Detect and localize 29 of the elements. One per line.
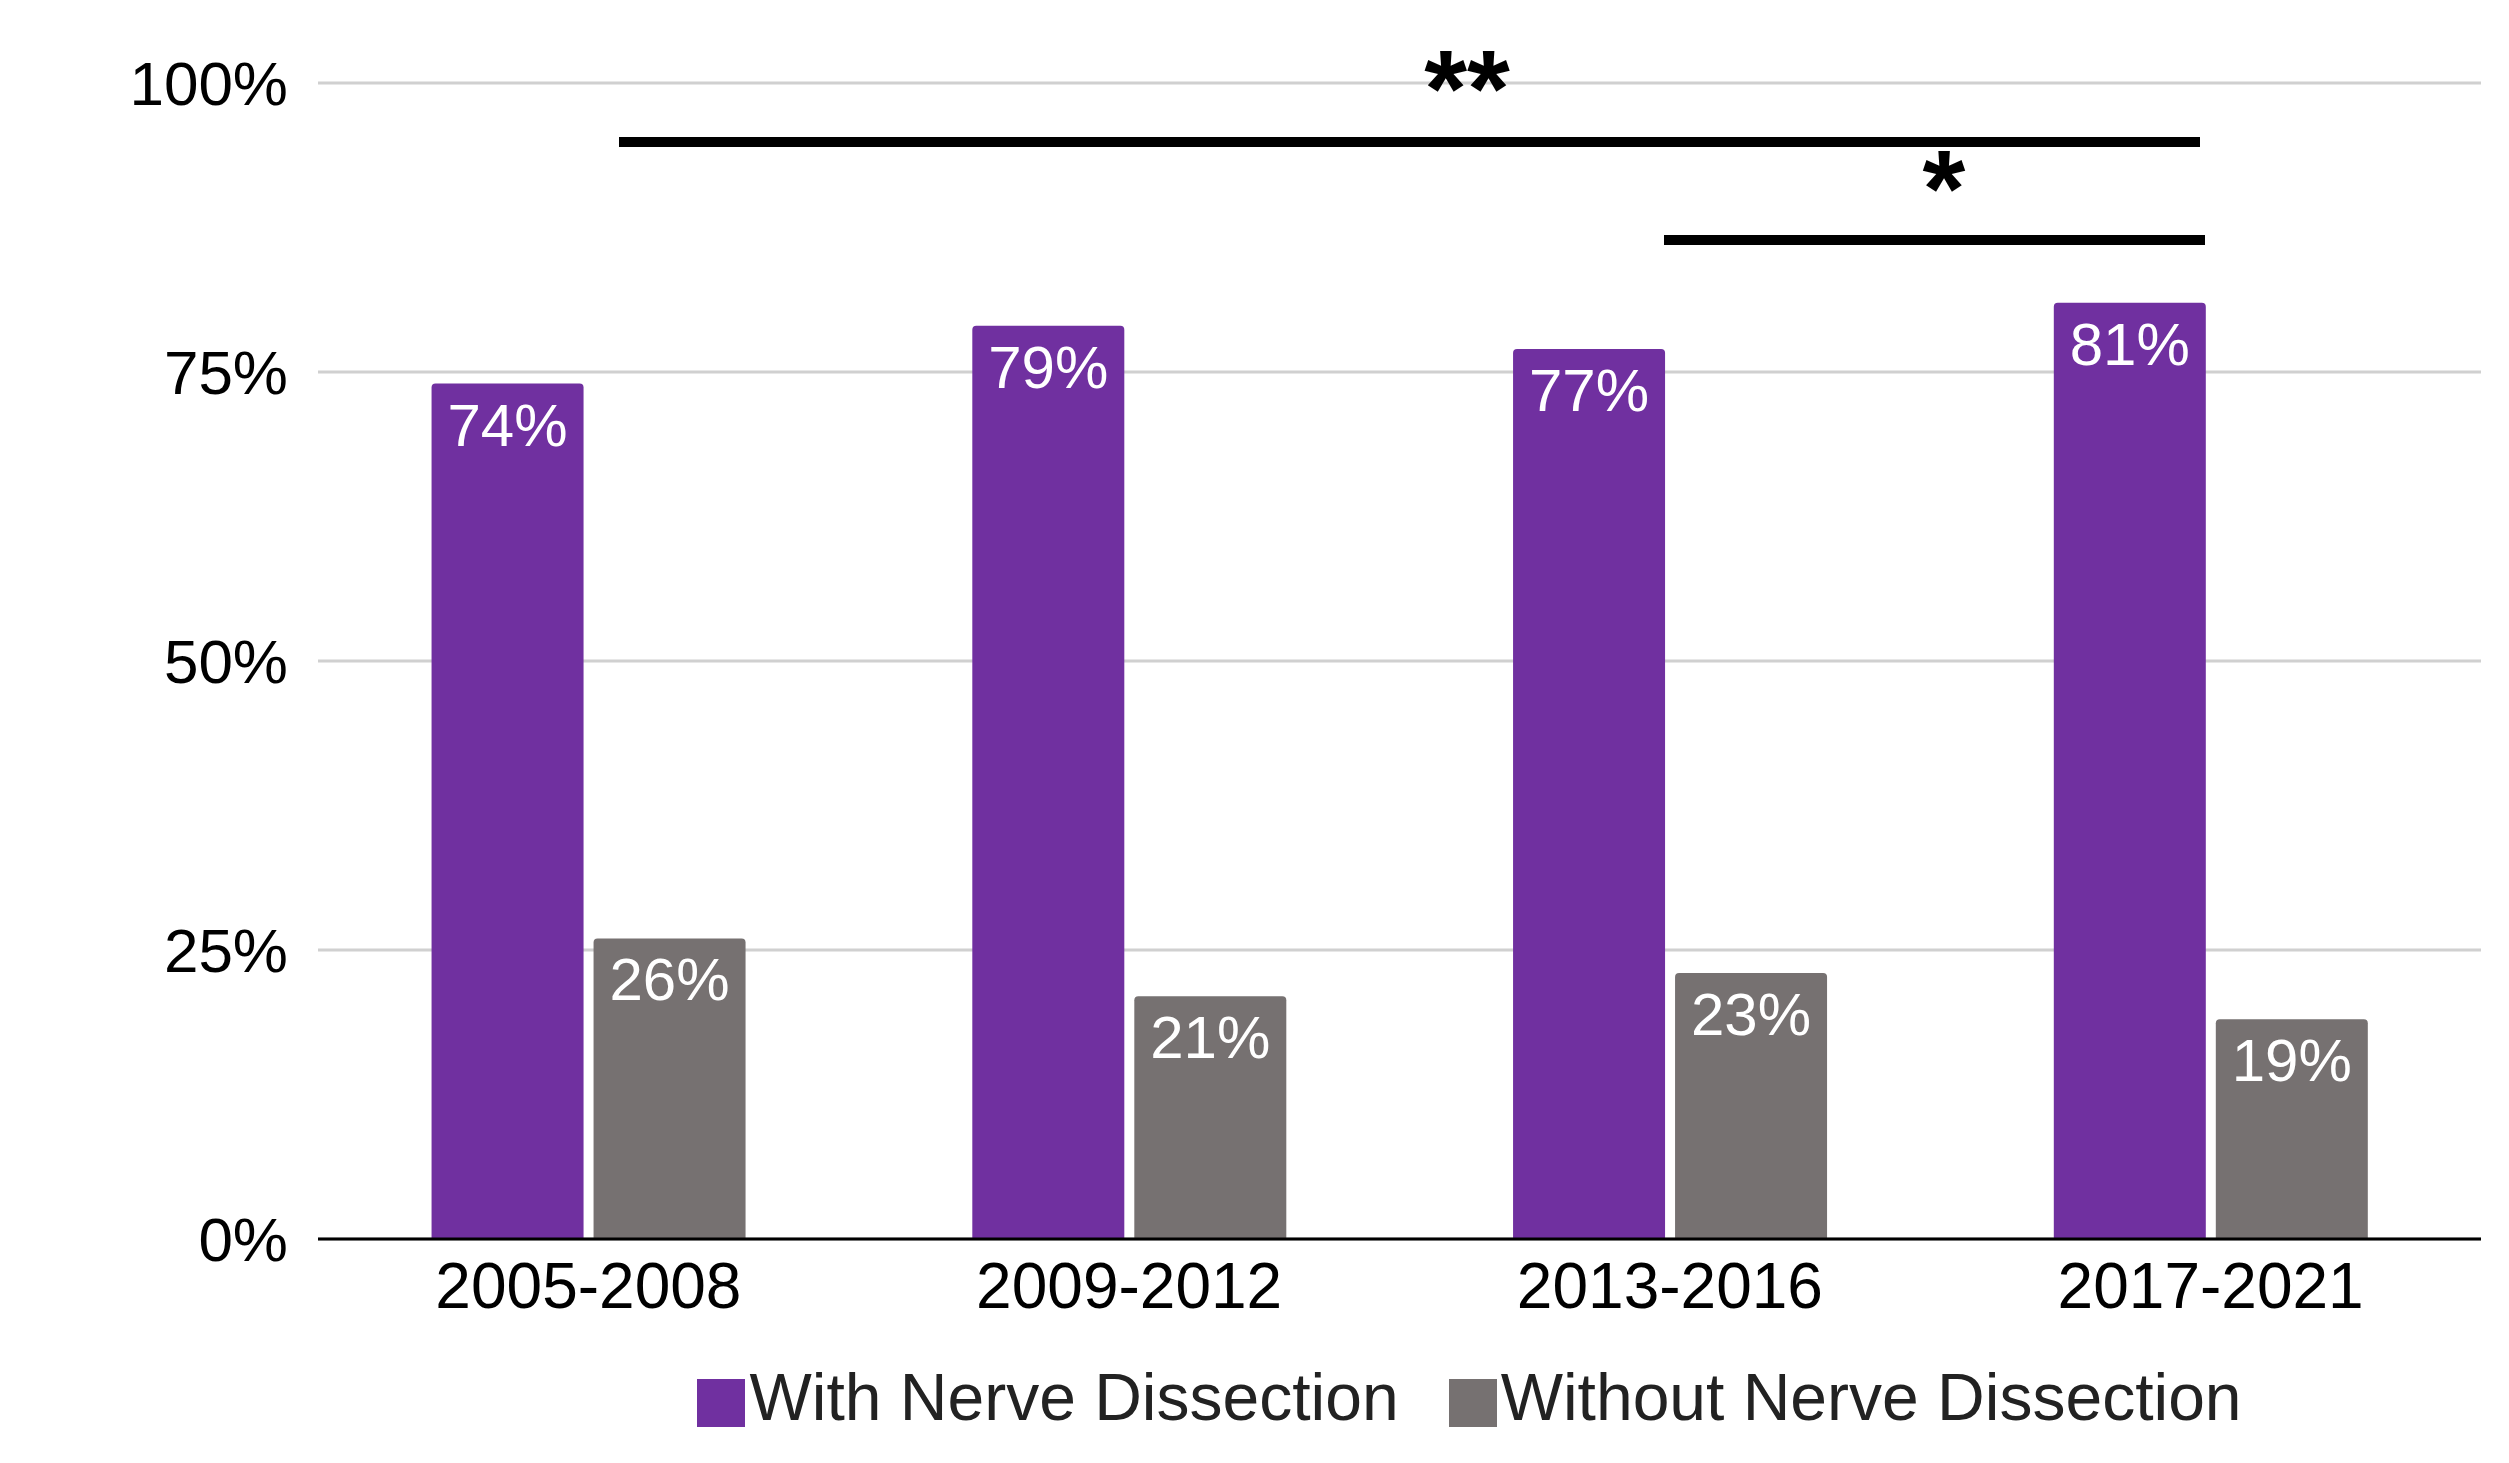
data-label: 79% [988, 333, 1109, 401]
y-tick-label: 75% [163, 338, 288, 408]
bar [2215, 1019, 2368, 1239]
data-label: 77% [1529, 356, 1650, 424]
legend-label: With Nerve Dissection [749, 1360, 1399, 1434]
y-tick-label: 0% [198, 1205, 288, 1275]
bar [1134, 996, 1287, 1239]
x-tick-label: 2005-2008 [435, 1250, 742, 1323]
legend-label: Without Nerve Dissection [1500, 1360, 2242, 1434]
data-label: 19% [2231, 1027, 2352, 1095]
bar [431, 383, 584, 1239]
annotation: * [1922, 126, 1966, 249]
data-label: 74% [447, 391, 568, 459]
y-tick-label: 25% [163, 916, 288, 986]
annotation: ** [1424, 26, 1510, 149]
x-tick-label: 2013-2016 [1516, 1250, 1823, 1323]
data-label: 23% [1691, 981, 1812, 1049]
x-tick-label: 2017-2021 [2057, 1250, 2364, 1323]
y-tick-label: 50% [163, 627, 288, 697]
y-tick-label: 100% [129, 49, 288, 119]
bar [593, 938, 746, 1239]
bar [2053, 302, 2206, 1239]
data-label: 26% [609, 946, 730, 1014]
bar [1675, 973, 1828, 1239]
data-label: 81% [2069, 310, 2190, 378]
x-tick-label: 2009-2012 [976, 1250, 1283, 1323]
data-label: 21% [1150, 1004, 1271, 1072]
bar [972, 325, 1125, 1239]
bar [1513, 348, 1666, 1239]
